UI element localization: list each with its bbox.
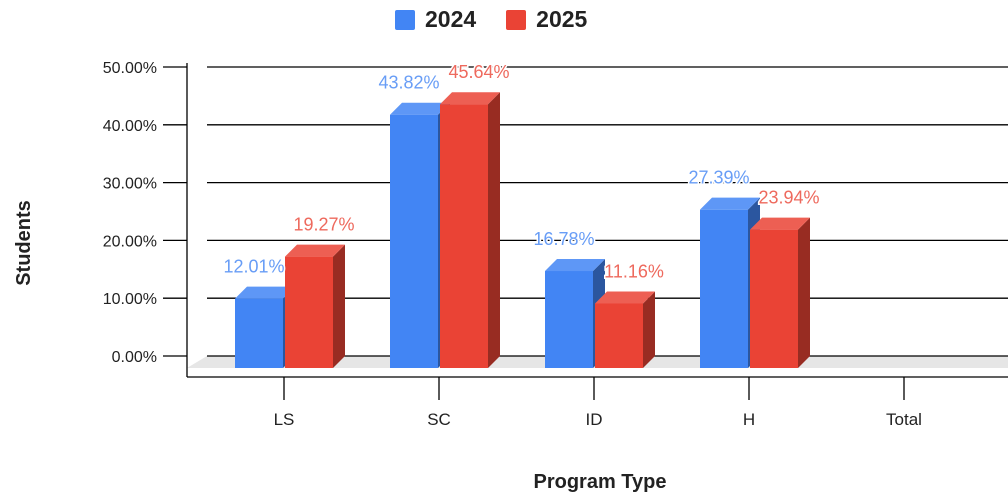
bar-2024-H (700, 209, 748, 368)
bar-2025-H (750, 229, 798, 368)
data-label-2025-ID: 11.16% (604, 261, 664, 281)
legend-item-2024[interactable]: 2024 (395, 6, 476, 33)
legend-label-2024: 2024 (425, 6, 477, 32)
bar-2024-LS (235, 298, 283, 368)
data-label-2025-H: 23.94% (758, 188, 819, 208)
y-tick-label: 50.00% (103, 60, 157, 77)
bar-top-2025-SC (440, 92, 500, 105)
legend-label-2025: 2025 (536, 6, 588, 32)
x-tick-label: SC (427, 410, 451, 429)
legend-swatch-2024 (395, 9, 415, 30)
bar-2025-ID (595, 303, 643, 368)
data-label-2025-LS: 19.27% (293, 215, 354, 235)
y-tick-label: 0.00% (112, 349, 157, 366)
data-label-2024-H: 27.39% (688, 168, 749, 188)
legend-item-2025[interactable]: 2025 (506, 6, 587, 33)
bar-2024-SC (390, 114, 438, 368)
bar-top-2025-ID (595, 291, 655, 304)
legend-swatch-2025 (506, 9, 527, 30)
data-label-2025-SC: 45.64% (448, 62, 509, 82)
bar-top-2024-ID (545, 259, 605, 272)
y-tick-label: 20.00% (103, 233, 157, 250)
bar-top-2024-H (700, 197, 760, 210)
bar-2025-SC (440, 104, 488, 368)
chart-legend: 2024 2025 (395, 6, 587, 33)
x-tick-label: Total (886, 410, 922, 429)
y-tick-label: 40.00% (103, 118, 157, 135)
bar-2025-LS (285, 256, 333, 368)
bar-side-2025-LS (333, 244, 345, 368)
x-axis-title: Program Type (534, 471, 667, 493)
data-label-2024-SC: 43.82% (378, 73, 439, 93)
x-tick-label: ID (586, 410, 603, 429)
y-tick-label: 30.00% (103, 176, 157, 193)
data-label-2024-LS: 12.01% (223, 257, 284, 277)
y-axis-title: Students (13, 200, 35, 286)
bar-top-2024-LS (235, 286, 295, 299)
x-tick-label: H (743, 410, 755, 429)
bar-top-2025-LS (285, 244, 345, 257)
bar-side-2025-ID (643, 291, 655, 368)
bar-side-2025-H (798, 217, 810, 368)
bar-top-2024-SC (390, 102, 450, 115)
y-tick-label: 10.00% (103, 291, 157, 308)
bar-2024-ID (545, 271, 593, 368)
x-tick-label: LS (274, 410, 295, 429)
bar-side-2025-SC (488, 92, 500, 368)
bar-top-2025-H (750, 217, 810, 230)
data-label-2024-ID: 16.78% (533, 229, 594, 249)
